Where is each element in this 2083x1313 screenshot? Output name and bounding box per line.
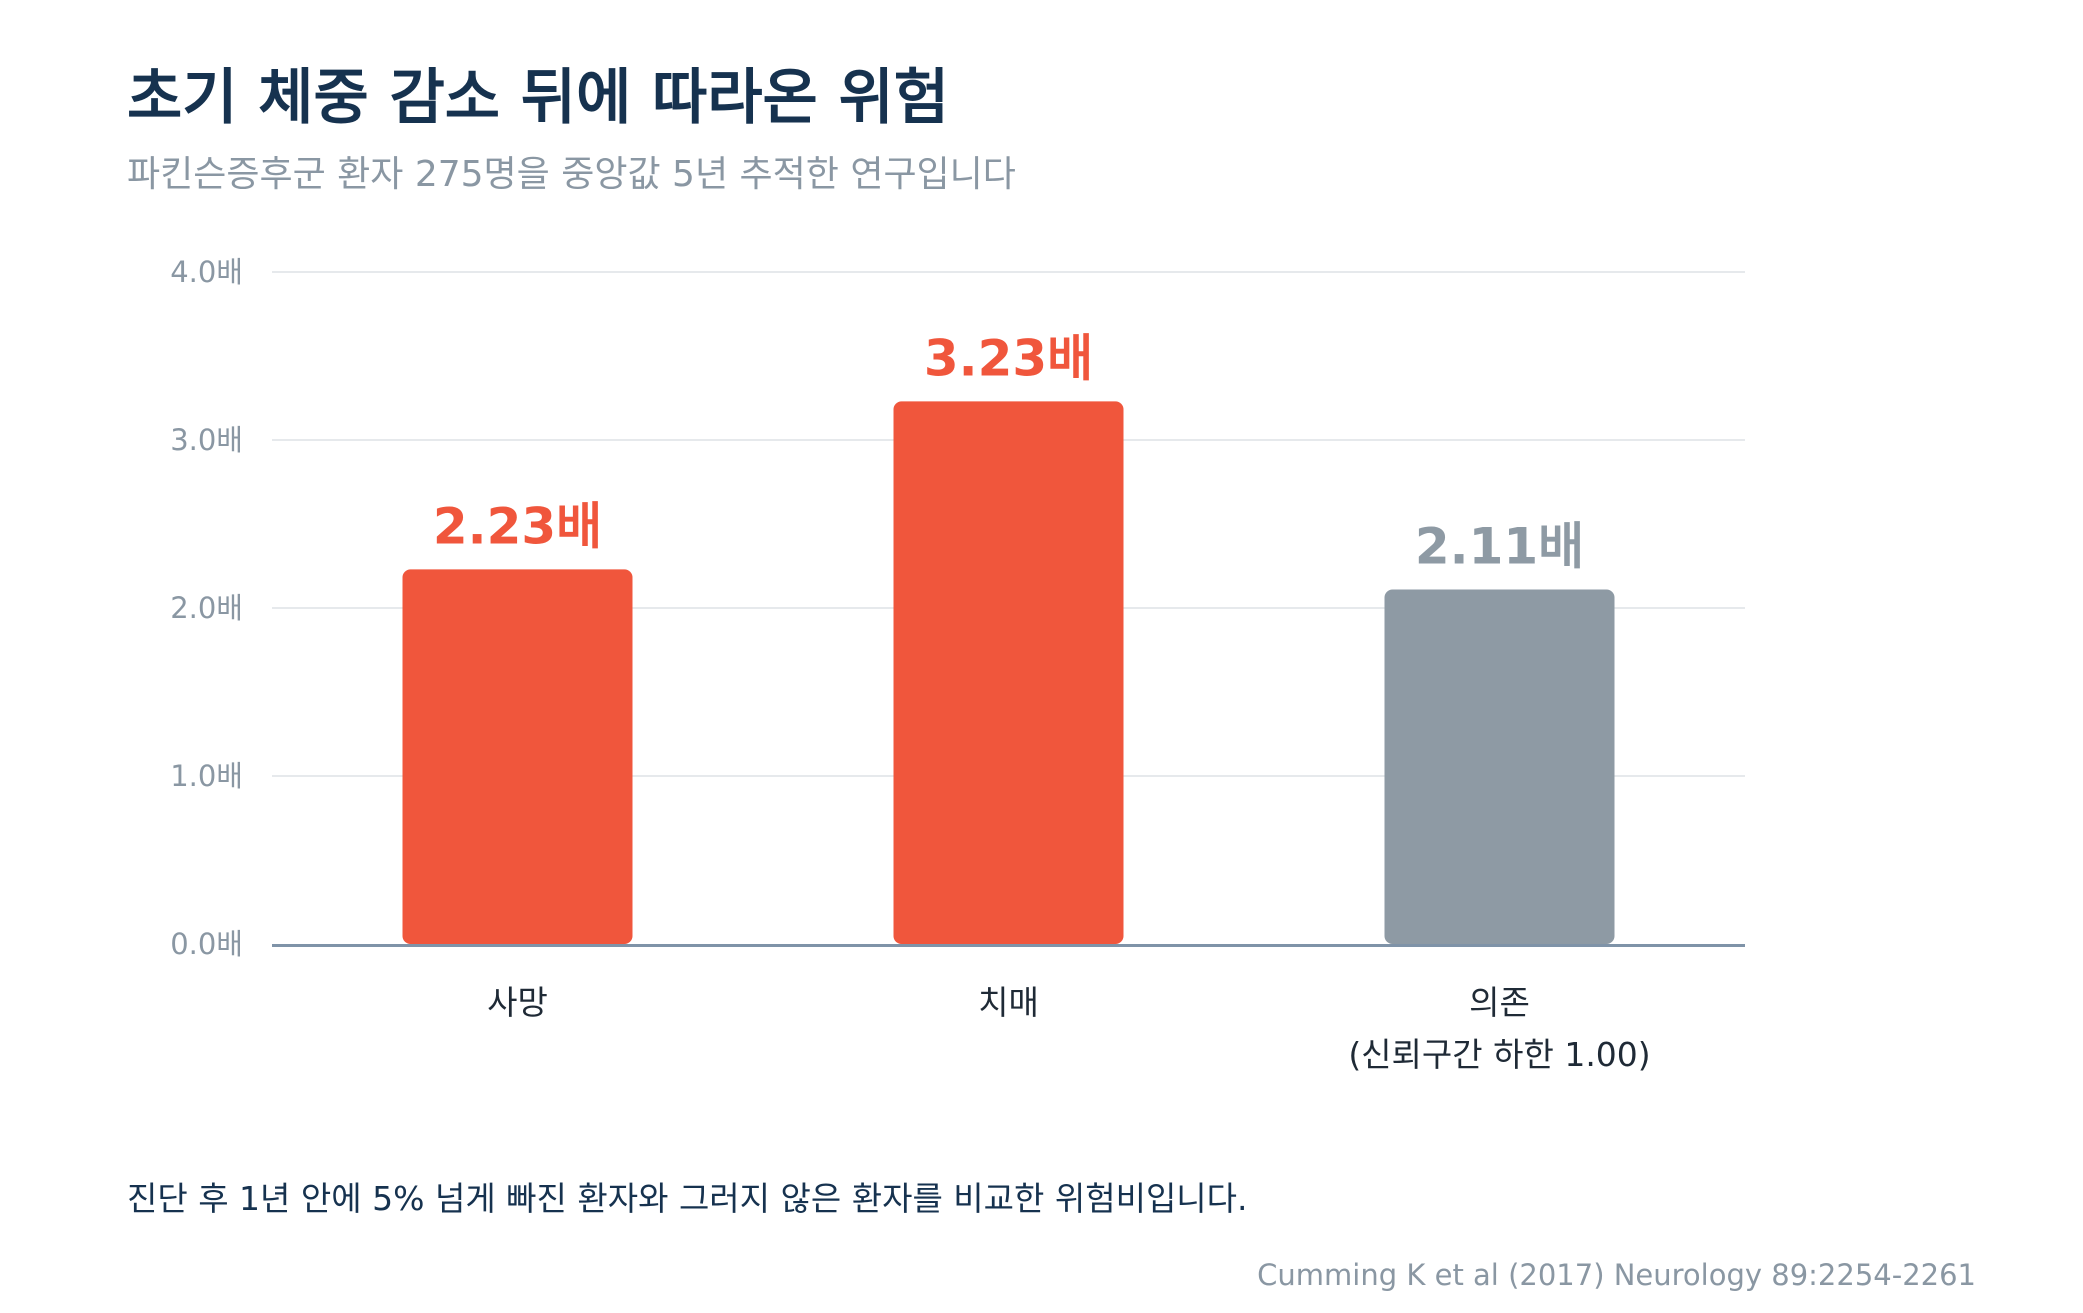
bars (402, 401, 1615, 944)
data-label: 3.23배 (924, 329, 1093, 387)
bar (1384, 589, 1615, 944)
data-label: 2.23배 (433, 497, 602, 555)
y-axis: 0.0배 1.0배 2.0배 3.0배 4.0배 (170, 255, 243, 961)
x-tick-label: 사망 (487, 983, 548, 1022)
x-axis: 사망 치매 의존 (신뢰구간 하한 1.00) (487, 983, 1651, 1074)
bar (402, 569, 633, 944)
y-tick-label: 1.0배 (170, 759, 243, 793)
chart-subtitle: 파킨슨증후군 환자 275명을 중앙값 5년 추적한 연구입니다 (127, 154, 1016, 195)
chart-note: 진단 후 1년 안에 5% 넘게 빠진 환자와 그러지 않은 환자를 비교한 위… (127, 1179, 1248, 1218)
x-tick-label: (신뢰구간 하한 1.00) (1348, 1035, 1650, 1074)
data-labels: 2.23배 3.23배 2.11배 (433, 329, 1584, 575)
y-tick-label: 3.0배 (170, 423, 243, 457)
x-tick-label: 치매 (978, 983, 1039, 1022)
y-tick-label: 0.0배 (170, 927, 243, 961)
chart-source: Cumming K et al (2017) Neurology 89:2254… (1257, 1258, 1976, 1292)
bar (893, 401, 1124, 944)
data-label: 2.11배 (1415, 518, 1584, 576)
x-tick-label: 의존 (1469, 983, 1530, 1022)
chart-title: 초기 체중 감소 뒤에 따라온 위험 (127, 63, 949, 133)
y-tick-label: 2.0배 (170, 591, 243, 625)
y-tick-label: 4.0배 (170, 255, 243, 289)
